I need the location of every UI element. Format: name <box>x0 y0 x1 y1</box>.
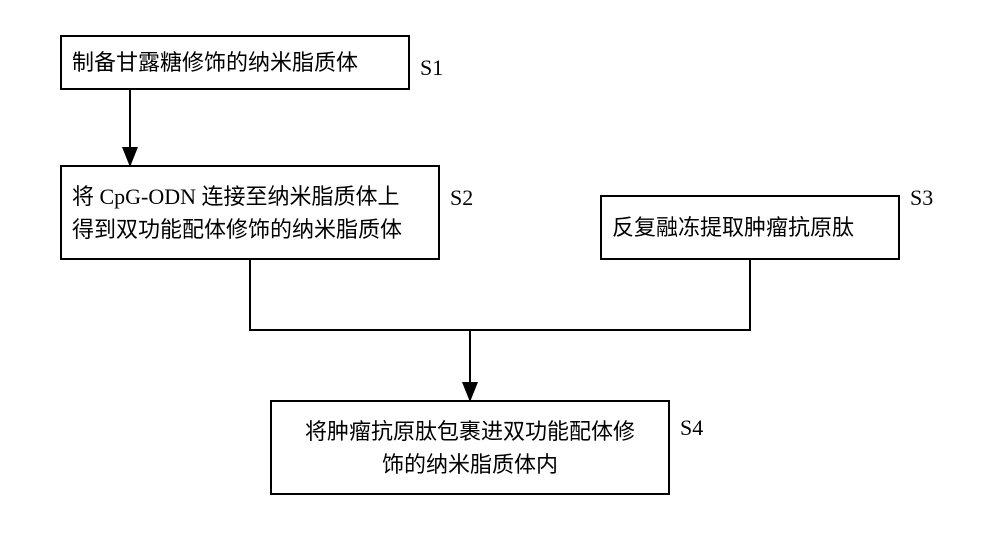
step-s4-box: 将肿瘤抗原肽包裹进双功能配体修 饰的纳米脂质体内 <box>270 400 670 495</box>
step-s1-text: 制备甘露糖修饰的纳米脂质体 <box>72 46 358 79</box>
step-s1-label: S1 <box>420 55 443 81</box>
step-s3-label: S3 <box>910 185 933 211</box>
edge-s2-merge <box>250 260 470 330</box>
step-s4-label: S4 <box>680 415 703 441</box>
step-s3-text: 反复融冻提取肿瘤抗原肽 <box>612 211 854 244</box>
step-s4-text-line1: 将肿瘤抗原肽包裹进双功能配体修 <box>305 415 635 448</box>
step-s1-box: 制备甘露糖修饰的纳米脂质体 <box>60 35 410 90</box>
edge-s3-merge <box>470 260 750 330</box>
step-s4-text-line2: 饰的纳米脂质体内 <box>305 448 635 481</box>
step-s3-box: 反复融冻提取肿瘤抗原肽 <box>600 195 900 260</box>
step-s2-box: 将 CpG-ODN 连接至纳米脂质体上 得到双功能配体修饰的纳米脂质体 <box>60 165 440 260</box>
step-s2-label: S2 <box>450 185 473 211</box>
step-s2-text-line2: 得到双功能配体修饰的纳米脂质体 <box>72 213 402 246</box>
step-s2-text-line1: 将 CpG-ODN 连接至纳米脂质体上 <box>72 180 402 213</box>
